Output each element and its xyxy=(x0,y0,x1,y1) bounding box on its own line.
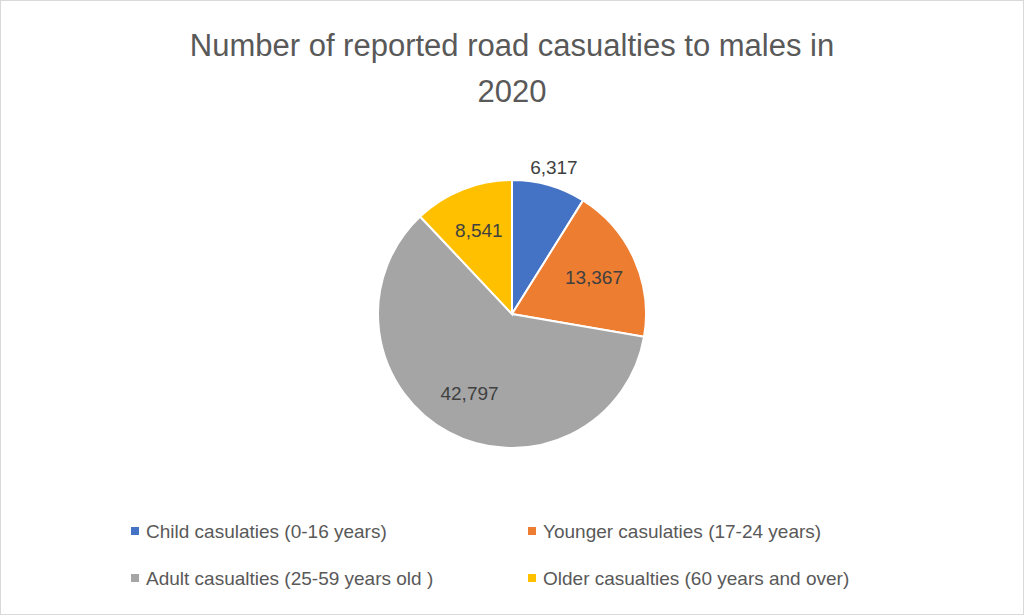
legend-label: Younger casulaties (17-24 years) xyxy=(543,521,821,542)
legend-swatch xyxy=(131,527,139,535)
data-label: 13,367 xyxy=(565,267,623,288)
data-label: 8,541 xyxy=(455,220,503,241)
legend-swatch xyxy=(131,574,139,582)
pie-slice xyxy=(420,180,512,314)
legend-label: Older casualties (60 years and over) xyxy=(543,568,849,589)
legend-label: Adult casualties (25-59 years old ) xyxy=(146,568,433,589)
title-line: Number of reported road casualties to ma… xyxy=(190,28,834,63)
legend-swatch xyxy=(528,574,536,582)
title-line: 2020 xyxy=(478,74,547,109)
chart: Number of reported road casualties to ma… xyxy=(0,0,1024,615)
legend: Child casulaties (0-16 years) Younger cas… xyxy=(131,521,849,589)
data-label: 6,317 xyxy=(530,157,578,178)
data-label: 42,797 xyxy=(440,383,498,404)
pie xyxy=(378,180,646,448)
chart-frame xyxy=(1,1,1024,615)
title: Number of reported road casualties to ma… xyxy=(190,28,834,109)
legend-swatch xyxy=(528,527,536,535)
legend-label: Child casulaties (0-16 years) xyxy=(146,521,387,542)
pie-slice xyxy=(512,200,646,336)
data-labels: 6,317 13,367 42,797 8,541 xyxy=(440,157,623,403)
